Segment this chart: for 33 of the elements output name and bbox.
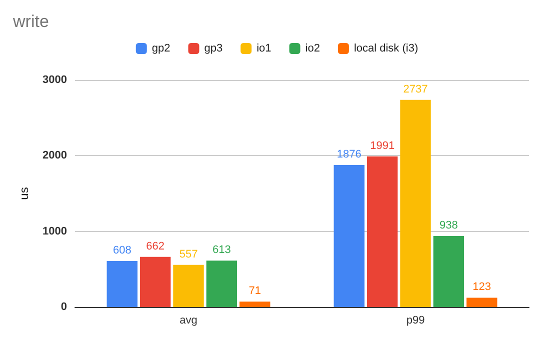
data-label: 938 xyxy=(440,220,458,232)
y-tick-label: 2000 xyxy=(42,150,67,162)
bar xyxy=(466,298,498,307)
data-label: 71 xyxy=(248,285,261,298)
data-label: 613 xyxy=(212,244,231,256)
y-tick-label: 0 xyxy=(60,301,67,313)
bar xyxy=(106,260,138,307)
legend-label: local disk (i3) xyxy=(354,42,418,54)
bar xyxy=(334,165,364,307)
data-label: 608 xyxy=(112,244,132,256)
legend-label: io1 xyxy=(256,42,272,54)
chart-title: write xyxy=(12,12,49,31)
data-label: 662 xyxy=(146,240,164,252)
x-tick-label: avg xyxy=(180,314,198,326)
legend-label: gp2 xyxy=(152,42,170,54)
data-label: 557 xyxy=(179,248,198,260)
legend-label: io2 xyxy=(305,42,320,54)
bar xyxy=(173,264,204,307)
bar xyxy=(433,236,464,307)
bar xyxy=(140,256,171,307)
bar xyxy=(366,156,398,307)
bar xyxy=(206,260,238,307)
bar xyxy=(240,302,270,307)
data-label: 1991 xyxy=(370,140,395,152)
data-label: 2737 xyxy=(403,83,428,96)
y-axis-title: us xyxy=(17,187,31,200)
y-tick-label: 1000 xyxy=(42,225,67,238)
legend-label: gp3 xyxy=(204,42,223,54)
data-label: 123 xyxy=(472,281,492,294)
bar xyxy=(400,100,431,307)
x-tick-label: p99 xyxy=(406,314,425,326)
y-tick-label: 3000 xyxy=(42,74,67,86)
data-label: 1876 xyxy=(336,148,362,161)
